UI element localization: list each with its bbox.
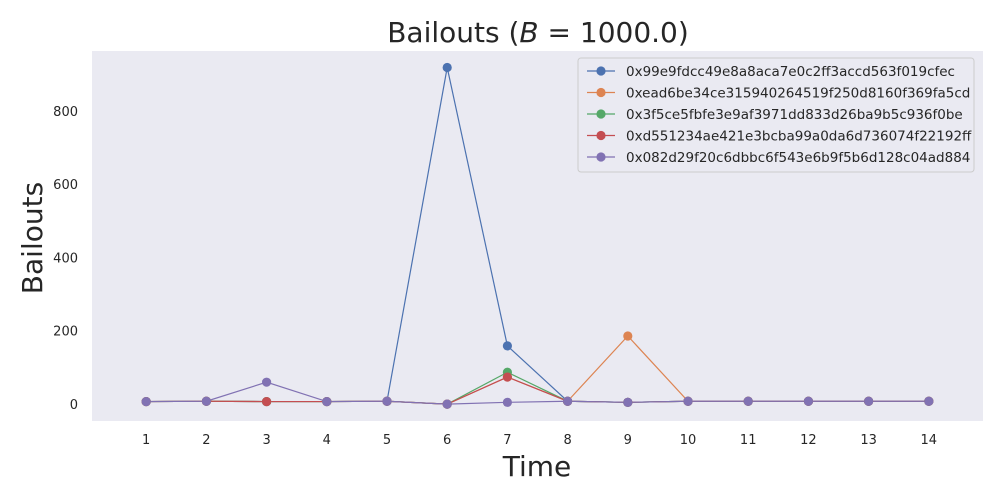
legend: 0x99e9fdcc49e8a8aca7e0c2ff3accd563f019cf… — [577, 57, 975, 173]
series-markers — [141, 62, 934, 409]
data-point — [502, 372, 512, 382]
x-axis-label: Time — [502, 450, 572, 483]
data-point — [382, 396, 392, 406]
chart-title-prefix: Bailouts ( — [387, 16, 519, 49]
x-tick-label: 10 — [680, 433, 697, 448]
x-tick-label: 1 — [142, 433, 150, 448]
data-point — [201, 396, 211, 406]
legend-label: 0xd551234ae421e3bcba99a0da6d736074f22192… — [626, 128, 972, 144]
x-tick-label: 2 — [202, 433, 210, 448]
chart-title: Bailouts (B = 1000.0) — [387, 16, 689, 49]
legend-marker — [596, 66, 606, 76]
legend-label: 0xead6be34ce315940264519f250d8160f369fa5… — [626, 85, 970, 101]
x-tick-label: 14 — [921, 433, 938, 448]
data-point — [322, 396, 332, 407]
x-tick-label: 11 — [740, 433, 757, 448]
x-tick-label: 12 — [800, 433, 817, 448]
x-tick-label: 6 — [443, 433, 451, 448]
y-axis-label: Bailouts — [16, 182, 49, 294]
data-point — [442, 399, 452, 409]
data-point — [743, 396, 753, 406]
series-line-5 — [146, 381, 929, 405]
data-point — [864, 396, 874, 406]
legend-marker — [596, 87, 606, 98]
series-layer — [141, 62, 934, 409]
data-point — [623, 397, 633, 407]
legend-marker — [596, 109, 606, 119]
x-tick-label: 8 — [563, 433, 571, 448]
data-point — [803, 396, 814, 406]
x-tick-label: 5 — [383, 433, 391, 448]
legend-marker — [596, 152, 606, 162]
data-point — [683, 396, 693, 406]
x-tick-label: 13 — [860, 433, 877, 448]
series-lines — [146, 67, 929, 405]
data-point — [502, 397, 512, 407]
data-point — [563, 396, 573, 406]
chart-title-variable: B — [519, 16, 538, 49]
data-point — [261, 377, 272, 387]
legend-marker — [596, 130, 606, 141]
y-axis-ticks: 0 200 400 600 800 — [53, 105, 78, 413]
y-tick-label: 400 — [53, 251, 78, 266]
data-point — [261, 396, 272, 407]
legend-label: 0x082d29f20c6dbbc6f543e6b9f5b6d128c04ad8… — [626, 150, 970, 166]
y-tick-label: 200 — [53, 325, 78, 340]
data-point — [924, 396, 934, 406]
x-tick-label: 9 — [624, 433, 632, 448]
x-tick-label: 7 — [503, 433, 511, 448]
legend-label: 0x99e9fdcc49e8a8aca7e0c2ff3accd563f019cf… — [626, 64, 955, 80]
chart-title-suffix: = 1000.0) — [539, 16, 689, 49]
data-point — [141, 396, 151, 407]
data-point — [502, 341, 512, 351]
x-tick-label: 3 — [262, 433, 270, 448]
x-tick-label: 4 — [323, 433, 331, 448]
y-tick-label: 800 — [53, 105, 78, 120]
x-axis-ticks: 1 2 3 4 5 6 7 8 9 10 11 12 13 14 — [142, 433, 937, 448]
y-tick-label: 600 — [53, 178, 78, 193]
data-point — [442, 62, 452, 73]
y-tick-label: 0 — [70, 398, 78, 413]
data-point — [623, 331, 633, 341]
legend-frame — [577, 57, 975, 173]
legend-label: 0x3f5ce5fbfe3e9af3971dd833d26ba9b5c936f0… — [626, 107, 963, 123]
